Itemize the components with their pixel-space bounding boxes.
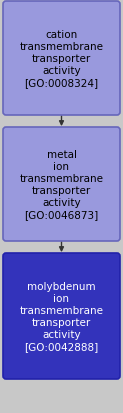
FancyBboxPatch shape: [3, 254, 120, 379]
FancyBboxPatch shape: [3, 128, 120, 242]
FancyBboxPatch shape: [3, 2, 120, 116]
Text: molybdenum
ion
transmembrane
transporter
activity
[GO:0042888]: molybdenum ion transmembrane transporter…: [20, 281, 103, 351]
Text: metal
ion
transmembrane
transporter
activity
[GO:0046873]: metal ion transmembrane transporter acti…: [20, 150, 103, 219]
Text: cation
transmembrane
transporter
activity
[GO:0008324]: cation transmembrane transporter activit…: [20, 30, 103, 88]
